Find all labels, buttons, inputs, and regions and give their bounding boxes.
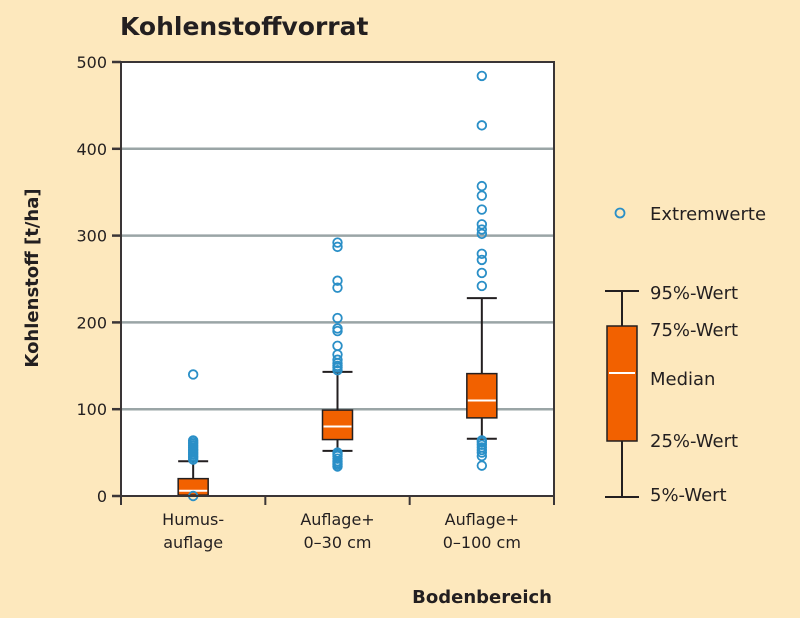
outlier-point xyxy=(332,241,343,253)
legend-box xyxy=(606,325,638,442)
outlier-point xyxy=(476,254,488,266)
legend-label-median: Median xyxy=(650,369,715,390)
outlier-point xyxy=(476,224,488,235)
outlier-point xyxy=(332,447,343,458)
outlier-point xyxy=(476,70,488,82)
x-axis-label: Bodenbereich xyxy=(412,587,552,608)
box-iqr xyxy=(466,372,498,419)
x-category-label: auflage xyxy=(163,533,223,552)
y-tick-label: 200 xyxy=(76,313,107,332)
y-axis-label: Kohlenstoff [t/ha] xyxy=(22,188,43,367)
chart-title: Kohlenstoffvorrat xyxy=(120,12,368,41)
y-tick-label: 500 xyxy=(76,53,107,72)
box-iqr xyxy=(321,409,354,441)
x-axis: Humus-auflage Auflage+ 0–30 cm Auflage+ 0–10… xyxy=(120,496,555,552)
outlier-point xyxy=(476,204,488,215)
legend-outlier-marker xyxy=(614,207,626,219)
outlier-point xyxy=(332,323,343,334)
box-group xyxy=(177,369,209,502)
x-category-label: 0–30 cm xyxy=(303,533,371,552)
x-category-label: Auflage+ xyxy=(300,510,374,529)
x-category-label: Auflage+ xyxy=(445,510,519,529)
legend-label-p5: 5%-Wert xyxy=(650,485,727,506)
outlier-point xyxy=(187,435,199,446)
legend-label-p95: 95%-Wert xyxy=(650,283,738,304)
outlier-point xyxy=(332,237,343,248)
outlier-point xyxy=(476,248,488,260)
box-group xyxy=(466,70,498,471)
outlier-point xyxy=(476,267,488,279)
y-tick-label: 300 xyxy=(76,227,107,246)
outlier-point xyxy=(187,369,199,380)
y-tick-label: 0 xyxy=(97,487,107,506)
outlier-point xyxy=(332,275,343,286)
y-tick-label: 400 xyxy=(76,140,107,159)
outlier-point xyxy=(476,120,488,131)
outlier-point xyxy=(476,219,488,230)
legend: Extremwerte 95%-Wert 75%-Wert Median 25%-Wer… xyxy=(605,204,766,506)
y-tick-label: 100 xyxy=(76,400,107,419)
y-axis: 0 100 200 300 400 500 xyxy=(76,53,121,506)
outlier-point xyxy=(332,340,343,352)
x-category-label: 0–100 cm xyxy=(443,533,521,552)
plot-frame xyxy=(120,61,555,497)
legend-outlier-label: Extremwerte xyxy=(650,204,766,225)
outlier-point xyxy=(476,435,488,446)
outlier-point xyxy=(332,282,343,293)
box-series xyxy=(177,70,498,502)
legend-label-p25: 25%-Wert xyxy=(650,431,738,452)
outlier-point xyxy=(476,460,488,471)
outlier-point xyxy=(476,228,488,240)
outlier-point xyxy=(476,280,488,292)
box-iqr xyxy=(177,477,209,496)
x-category-label: Humus- xyxy=(162,510,224,529)
legend-label-p75: 75%-Wert xyxy=(650,320,738,341)
outlier-point xyxy=(332,312,343,324)
outlier-point xyxy=(332,354,343,365)
outlier-point xyxy=(476,180,488,192)
box-group xyxy=(321,237,354,472)
outlier-point xyxy=(476,190,488,201)
